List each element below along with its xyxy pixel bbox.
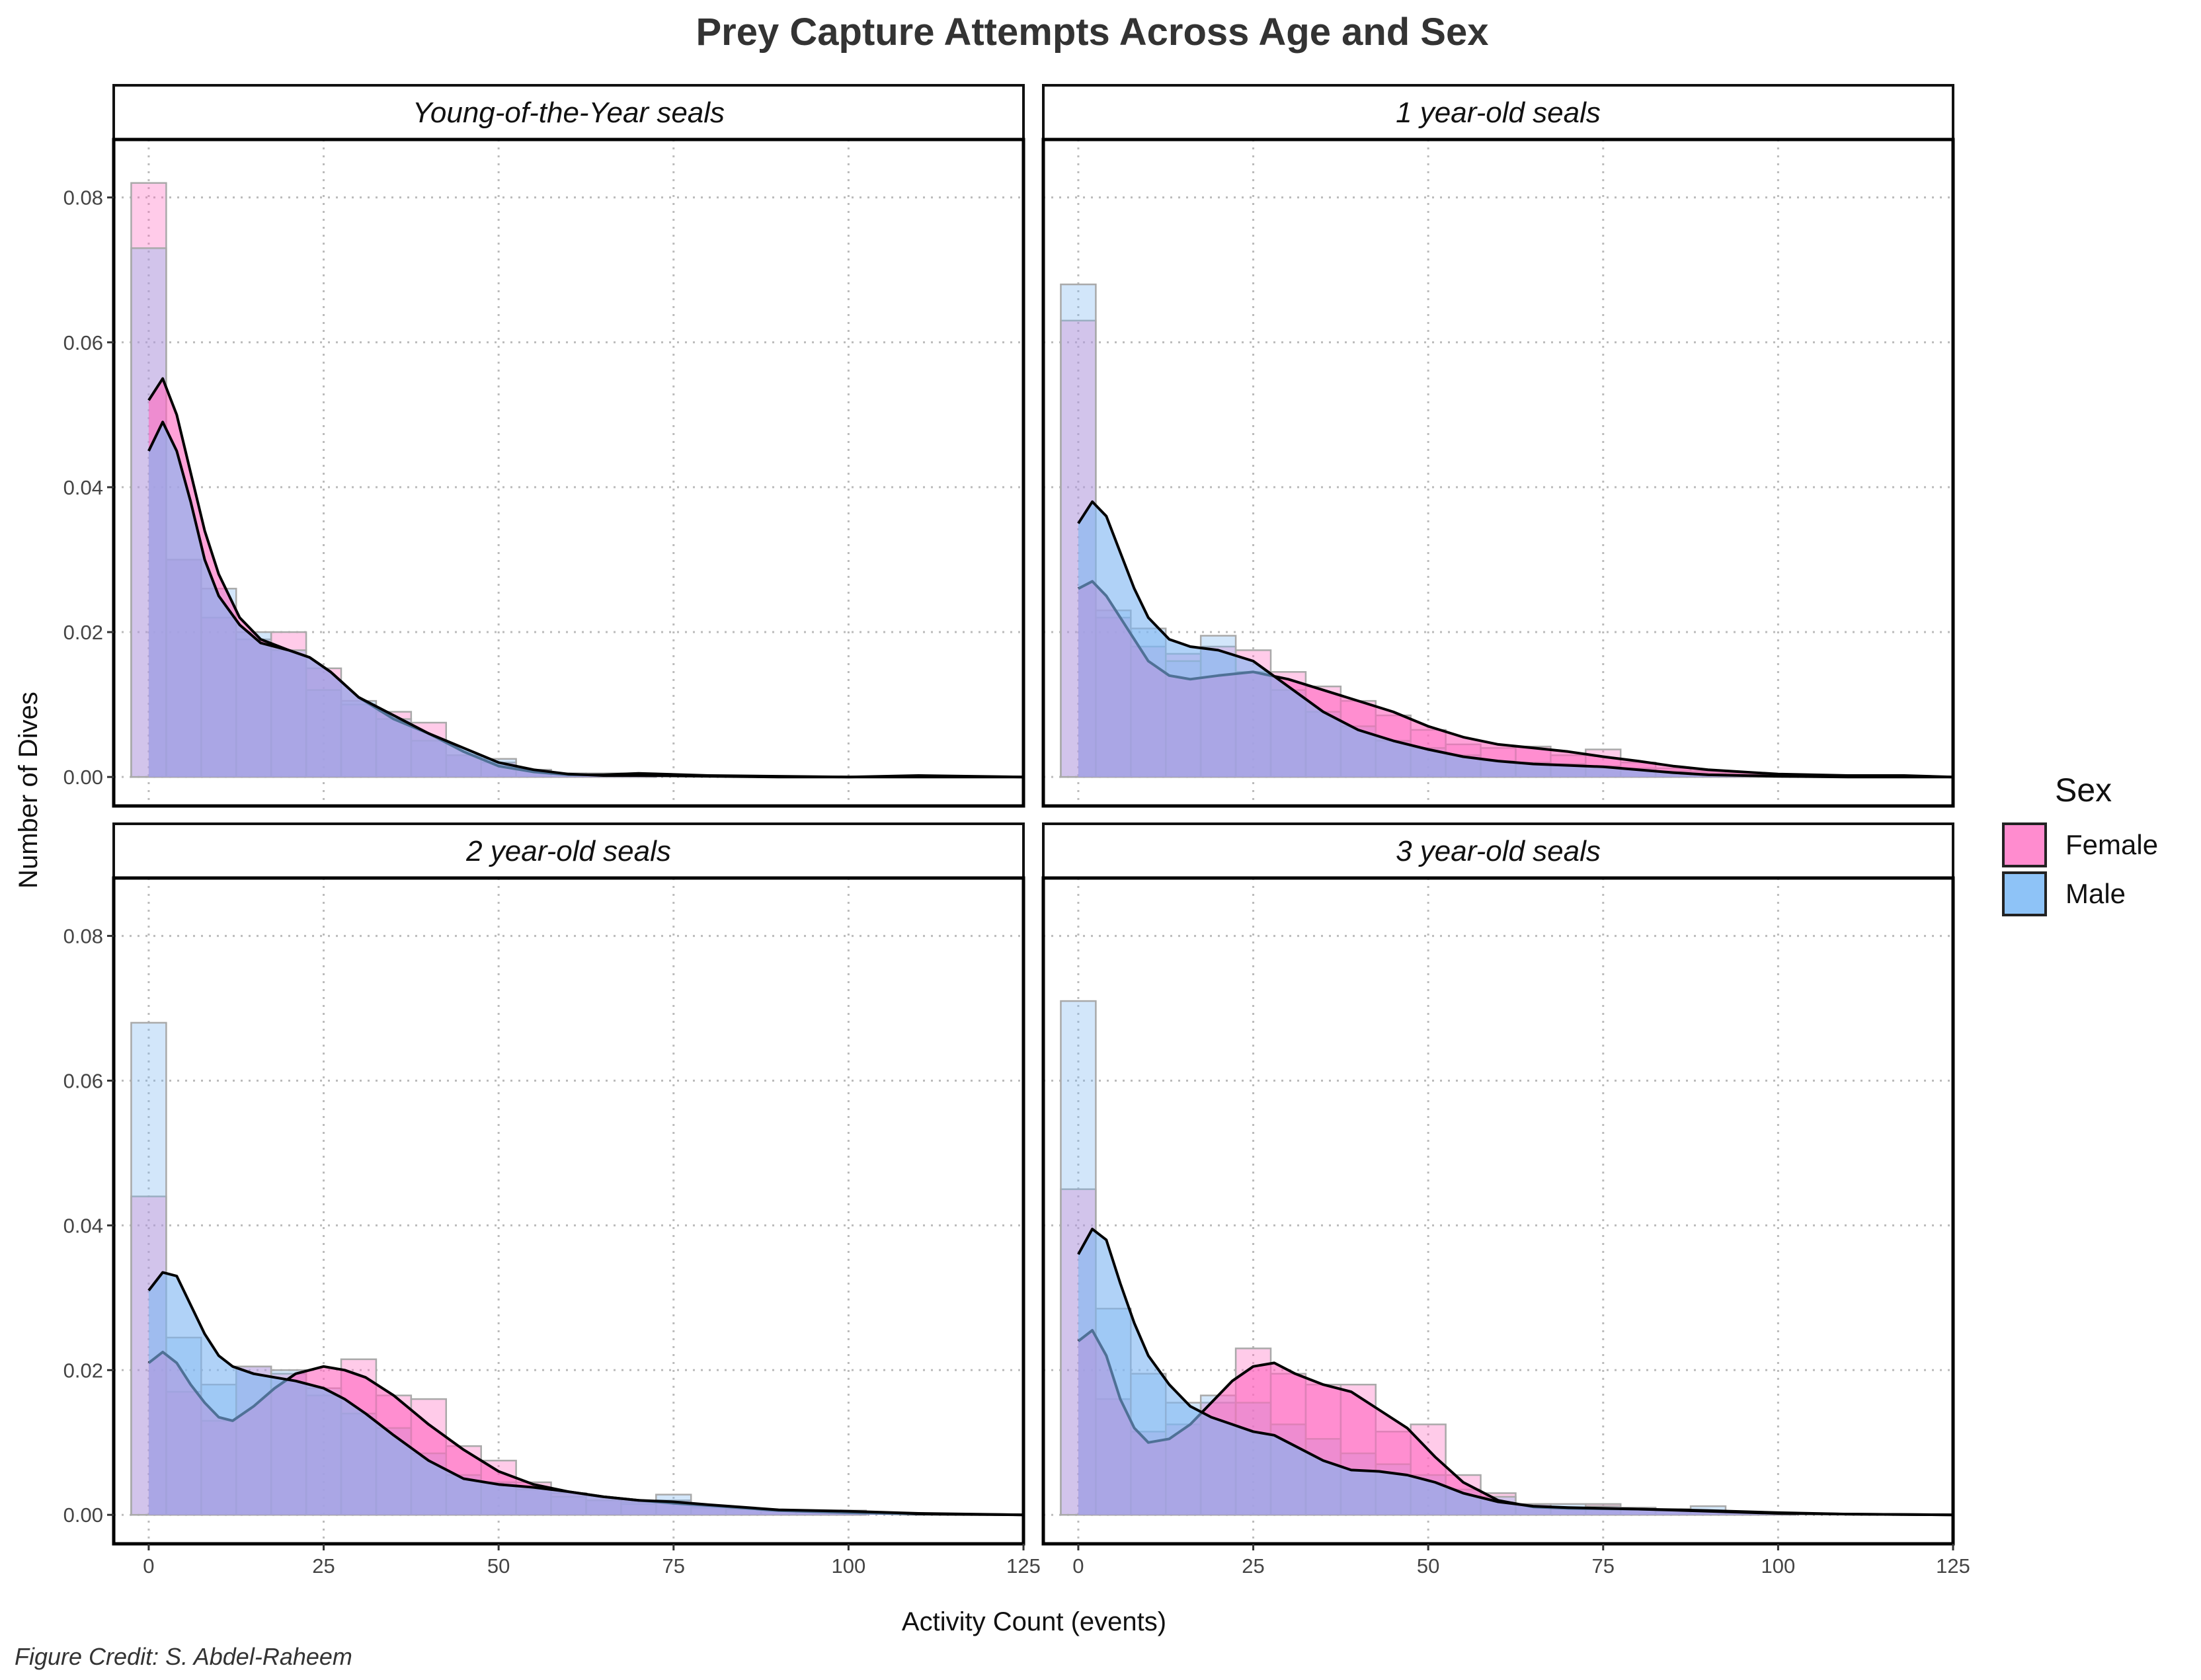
density-male-line [1077, 1227, 1954, 1517]
y-tick-label: 0.04 [63, 476, 103, 499]
panel-border [112, 876, 1025, 1546]
y-tick-label: 0.02 [63, 1359, 103, 1382]
panel-1: Young-of-the-Year seals 0.00 0.02 0.04 0.06 0… [63, 84, 1025, 808]
facet-strip [112, 84, 1025, 141]
panel-3: 2 year-old seals 0.00 0.02 0.04 0.06 0.08 0 25 5… [63, 822, 1041, 1578]
legend-label-female: Female [2065, 829, 2158, 860]
panel-2: 1 year-old seals [1041, 84, 1955, 808]
x-tick-label: 0 [1072, 1554, 1084, 1578]
facet-strip [112, 822, 1025, 879]
density-male-area [148, 1272, 1023, 1515]
legend: Sex Female Male [2002, 772, 2158, 916]
x-tick-label: 25 [1242, 1554, 1264, 1578]
chart-title: Prey Capture Attempts Across Age and Sex [696, 11, 1488, 54]
y-tick-label: 0.02 [63, 621, 103, 644]
y-tick-label: 0.06 [63, 1069, 103, 1092]
facet-strip-label: Young-of-the-Year seals [413, 97, 725, 129]
legend-key-female [2002, 822, 2047, 867]
y-tick-label: 0.08 [63, 925, 103, 948]
density-male-line [147, 420, 1023, 779]
panel-border [1041, 138, 1955, 808]
legend-title: Sex [2055, 772, 2112, 809]
y-tick-label: 0.00 [63, 1503, 103, 1527]
x-tick-label: 125 [1006, 1554, 1041, 1578]
figure-caption: Figure Credit: S. Abdel-Raheem [15, 1643, 352, 1670]
panel-border [1041, 876, 1955, 1546]
density-male-area [1078, 501, 1953, 778]
x-tick-label: 100 [832, 1554, 866, 1578]
x-tick-label: 100 [1761, 1554, 1796, 1578]
density-male-line [1077, 500, 1953, 779]
facet-strip-label: 1 year-old seals [1396, 97, 1601, 129]
panel-4: 3 year-old seals 0 25 50 75 100 125 [1041, 822, 1970, 1578]
legend-key-male [2002, 871, 2047, 916]
x-tick-label: 75 [662, 1554, 685, 1578]
y-axis-title: Number of Dives [14, 692, 43, 889]
density-male-area [148, 422, 1023, 778]
x-tick-label: 25 [312, 1554, 335, 1578]
x-axis-title: Activity Count (events) [902, 1607, 1166, 1636]
y-tick-label: 0.06 [63, 331, 103, 354]
legend-label-male: Male [2065, 878, 2126, 909]
x-tick-label: 50 [487, 1554, 510, 1578]
y-tick-label: 0.04 [63, 1214, 103, 1237]
panel-border [112, 138, 1025, 808]
panels-group: Young-of-the-Year seals 0.00 0.02 0.04 0.06 0… [63, 84, 1970, 1578]
facet-strip-label: 2 year-old seals [465, 835, 671, 867]
x-tick-label: 0 [143, 1554, 154, 1578]
density-male-line [147, 1271, 1024, 1517]
x-tick-label: 75 [1592, 1554, 1615, 1578]
density-male-area [1078, 1228, 1953, 1515]
y-tick-label: 0.00 [63, 766, 103, 789]
x-tick-label: 125 [1936, 1554, 1970, 1578]
y-tick-label: 0.08 [63, 186, 103, 210]
facet-strip [1042, 84, 1954, 141]
facet-strip [1042, 822, 1954, 879]
x-tick-label: 50 [1417, 1554, 1439, 1578]
facet-strip-label: 3 year-old seals [1396, 835, 1601, 867]
